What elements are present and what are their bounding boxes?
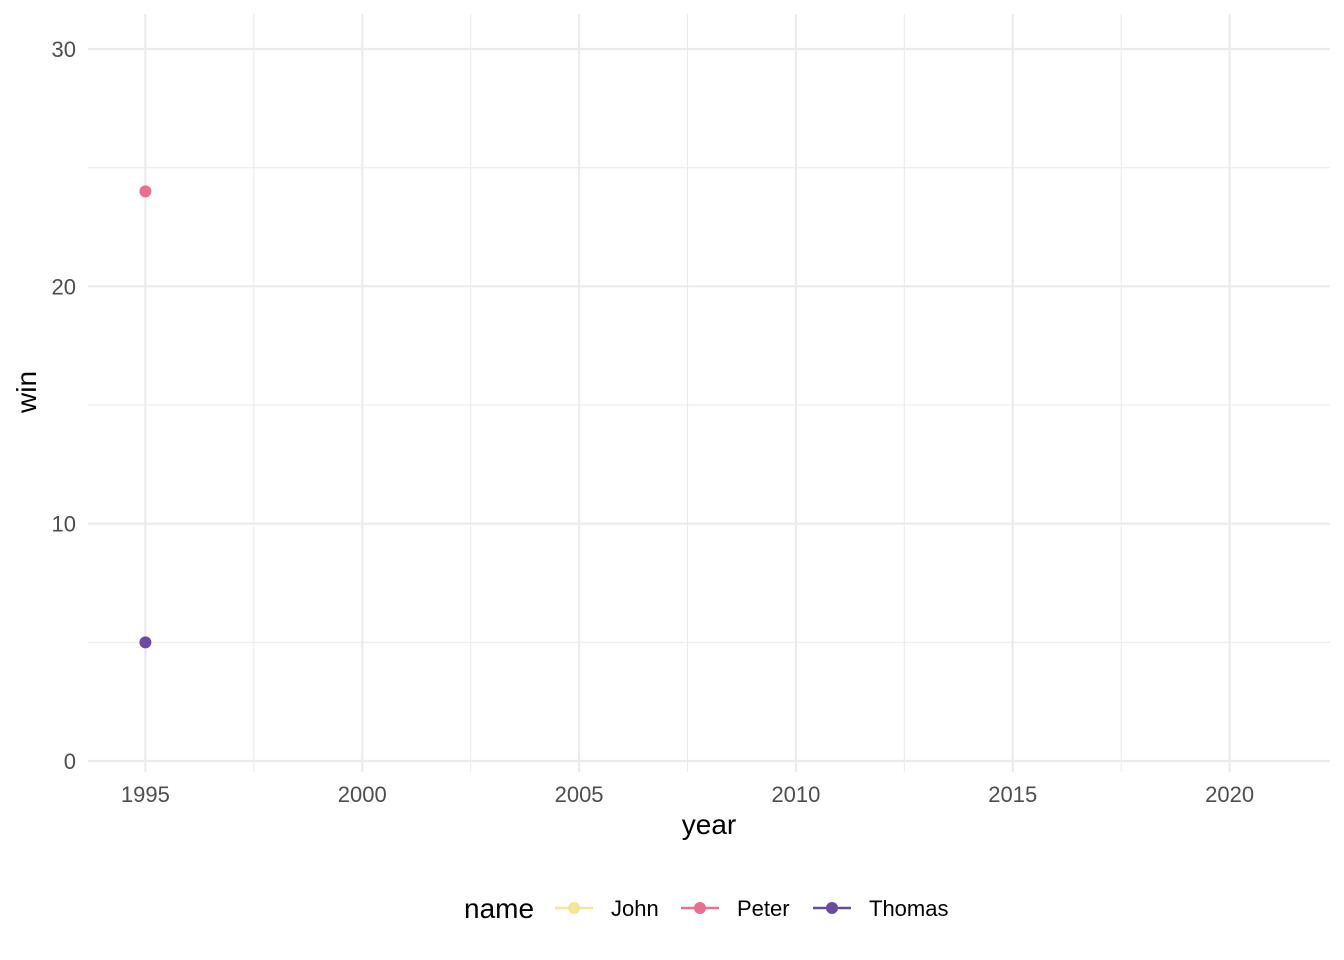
legend-key-point [568,902,580,914]
minor-gridlines [88,14,1330,772]
data-point-peter [139,185,152,198]
x-tick-label: 1995 [121,782,170,807]
legend-label: Thomas [869,896,948,921]
x-axis-title: year [682,809,736,840]
legend-title: name [464,893,534,924]
major-gridlines [88,14,1330,772]
x-tick-label: 2015 [988,782,1037,807]
x-tick-label: 2010 [771,782,820,807]
legend: name John Peter Thomas [464,893,948,924]
legend-label: Peter [737,896,790,921]
x-tick-label: 2005 [555,782,604,807]
legend-label: John [611,896,659,921]
x-tick-label: 2000 [338,782,387,807]
legend-item-thomas: Thomas [813,896,948,921]
x-axis-tick-labels: 1995 2000 2005 2010 2015 2020 [121,782,1254,807]
legend-item-peter: Peter [681,896,790,921]
data-points [139,185,152,649]
legend-key-point [826,902,838,914]
y-tick-label: 20 [52,274,76,299]
legend-item-john: John [555,896,659,921]
data-point-thomas [139,636,152,649]
legend-items: John Peter Thomas [555,896,948,921]
y-tick-label: 30 [52,37,76,62]
legend-key-point [694,902,706,914]
y-tick-label: 0 [64,749,76,774]
y-axis-title: win [11,371,42,414]
x-tick-label: 2020 [1205,782,1254,807]
y-tick-label: 10 [52,512,76,537]
y-axis-tick-labels: 0 10 20 30 [52,37,76,774]
